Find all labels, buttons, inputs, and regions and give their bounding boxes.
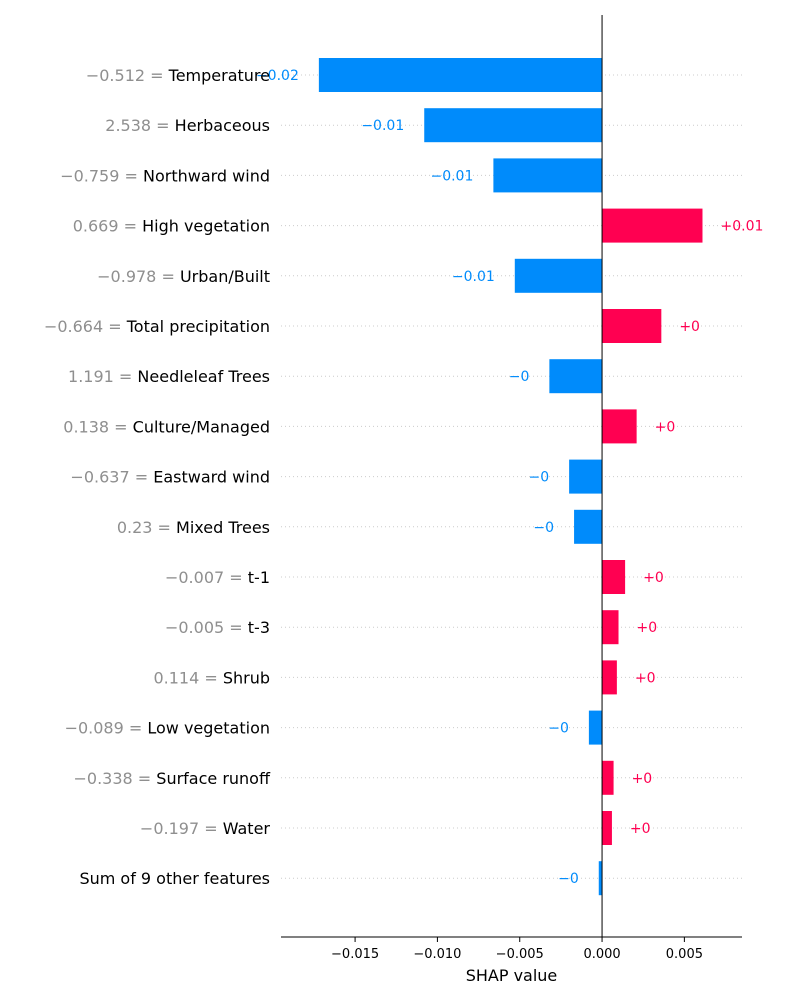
row-label: −0.664 = Total precipitation xyxy=(44,317,270,336)
feature-name: Mixed Trees xyxy=(176,518,270,537)
bar xyxy=(602,560,626,594)
bar-value-label: +0 xyxy=(635,670,656,686)
feature-value: 0.114 = xyxy=(153,668,222,687)
feature-value: −0.664 = xyxy=(44,317,127,336)
feature-name: Low vegetation xyxy=(147,719,270,738)
row-label: −0.759 = Northward wind xyxy=(60,166,270,185)
feature-name: Total precipitation xyxy=(126,317,270,336)
feature-name: t-3 xyxy=(248,618,270,637)
bar xyxy=(602,610,619,645)
feature-name: Surface runoff xyxy=(156,769,271,788)
bars: −0.02 −0.01 −0.01 +0.01 −0.01 +0 −0 +0 −0 −0 +0 +0 +… xyxy=(256,58,763,896)
feature-value: −0.637 = xyxy=(70,468,153,487)
feature-value: 1.191 = xyxy=(68,367,137,386)
row-label: −0.338 = Surface runoff xyxy=(73,769,270,788)
bar xyxy=(602,811,612,845)
bar-value-label: −0.01 xyxy=(430,168,473,184)
bar xyxy=(424,108,603,143)
row-label: 0.114 = Shrub xyxy=(153,668,270,687)
row-label: −0.007 = t-1 xyxy=(165,568,270,587)
feature-name: High vegetation xyxy=(142,217,270,236)
feature-value: −0.089 = xyxy=(65,719,148,738)
feature-value: −0.005 = xyxy=(165,618,248,637)
feature-value: 0.23 = xyxy=(117,518,176,537)
x-tick-label: −0.005 xyxy=(496,947,544,962)
row-labels: −0.512 = Temperature 2.538 = Herbaceous −0… xyxy=(44,66,271,888)
bar xyxy=(598,861,603,896)
row-label: 2.538 = Herbaceous xyxy=(105,116,270,135)
feature-name: t-1 xyxy=(248,568,270,587)
x-tick-label: −0.015 xyxy=(331,947,379,962)
bar xyxy=(602,409,637,444)
row-label: 0.23 = Mixed Trees xyxy=(117,518,270,537)
bar xyxy=(493,158,603,193)
feature-value: −0.007 = xyxy=(165,568,248,587)
bar-value-label: +0 xyxy=(632,771,653,787)
row-label: 0.669 = High vegetation xyxy=(73,217,270,236)
bar xyxy=(574,509,603,544)
bar-value-label: −0.01 xyxy=(361,118,404,134)
feature-name: Urban/Built xyxy=(180,267,270,286)
feature-name: Eastward wind xyxy=(153,468,270,487)
feature-name: Northward wind xyxy=(143,166,270,185)
x-axis: −0.015 −0.010 −0.005 0.000 0.005 SHAP value xyxy=(281,15,742,985)
bar-value-label: −0 xyxy=(509,369,530,385)
bar-value-label: −0 xyxy=(558,871,579,887)
feature-name: Temperature xyxy=(168,66,270,85)
feature-name: Culture/Managed xyxy=(133,417,270,436)
row-label: −0.089 = Low vegetation xyxy=(65,719,270,738)
feature-value: 0.138 = xyxy=(63,417,132,436)
feature-value: −0.512 = xyxy=(86,66,169,85)
bar xyxy=(602,309,662,343)
bar xyxy=(602,208,703,243)
bar-value-label: −0.01 xyxy=(452,269,495,285)
feature-name: Sum of 9 other features xyxy=(79,869,270,888)
row-label: Sum of 9 other features xyxy=(79,869,270,888)
bar-value-label: −0 xyxy=(528,470,549,486)
row-label: −0.512 = Temperature xyxy=(86,66,270,85)
x-tick-label: −0.010 xyxy=(413,947,461,962)
bar-value-label: +0 xyxy=(637,620,658,636)
bar-value-label: +0 xyxy=(679,319,700,335)
bar xyxy=(549,359,603,394)
bar-value-label: +0.01 xyxy=(720,219,763,235)
bar xyxy=(318,58,603,92)
row-label: 1.191 = Needleleaf Trees xyxy=(68,367,270,386)
bar-value-label: +0 xyxy=(643,570,664,586)
feature-value: −0.759 = xyxy=(60,166,143,185)
feature-name: Shrub xyxy=(223,668,270,687)
bar-value-label: +0 xyxy=(630,821,651,837)
bar-value-label: −0 xyxy=(548,721,569,737)
bar xyxy=(514,258,603,293)
feature-name: Water xyxy=(223,819,271,838)
x-axis-title: SHAP value xyxy=(466,966,558,985)
row-label: −0.978 = Urban/Built xyxy=(97,267,270,286)
feature-name: Needleleaf Trees xyxy=(137,367,270,386)
bar-value-label: −0.02 xyxy=(256,68,299,84)
row-label: −0.637 = Eastward wind xyxy=(70,468,270,487)
row-label: 0.138 = Culture/Managed xyxy=(63,417,270,436)
row-label: −0.005 = t-3 xyxy=(165,618,270,637)
x-ticks: −0.015 −0.010 −0.005 0.000 0.005 xyxy=(331,937,703,962)
feature-value: 0.669 = xyxy=(73,217,142,236)
row-label: −0.197 = Water xyxy=(140,819,271,838)
bar xyxy=(602,660,617,695)
bar xyxy=(588,710,603,745)
bar-value-label: +0 xyxy=(655,419,676,435)
x-tick-label: 0.005 xyxy=(666,947,703,962)
feature-value: 2.538 = xyxy=(105,116,174,135)
bar xyxy=(569,459,603,494)
feature-value: −0.197 = xyxy=(140,819,223,838)
feature-name: Herbaceous xyxy=(175,116,270,135)
bar xyxy=(602,760,614,795)
grid-lines xyxy=(281,74,742,879)
feature-value: −0.338 = xyxy=(73,769,156,788)
bar-value-label: −0 xyxy=(533,520,554,536)
feature-value: −0.978 = xyxy=(97,267,180,286)
x-tick-label: 0.000 xyxy=(583,947,620,962)
